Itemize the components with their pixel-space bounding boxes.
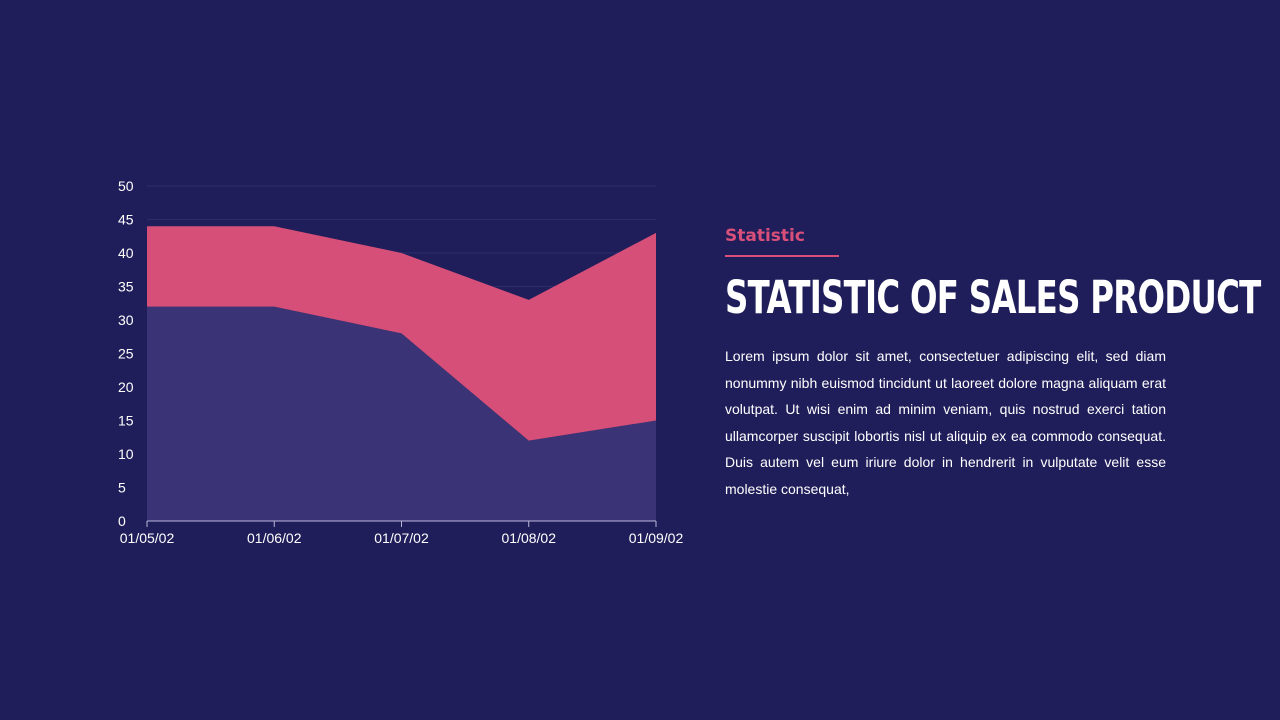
y-tick-label: 20 (118, 379, 134, 395)
x-tick-label: 01/06/02 (247, 530, 302, 546)
area-chart: 0 5 10 15 20 25 30 35 40 45 50 01/05/02 01/06/02 01/0… (118, 178, 684, 546)
y-tick-label: 5 (118, 480, 126, 496)
area-series-1 (147, 306, 656, 521)
x-tick-label: 01/05/02 (120, 530, 175, 546)
y-tick-label: 10 (118, 446, 134, 462)
y-tick-label: 25 (118, 346, 134, 362)
page-title: STATISTIC OF SALES PRODUCT (725, 271, 1261, 324)
y-tick-label: 35 (118, 279, 134, 295)
section-subtitle: Statistic (725, 222, 839, 257)
y-tick-label: 30 (118, 312, 134, 328)
text-panel: Statistic STATISTIC OF SALES PRODUCT Lor… (725, 222, 1261, 502)
x-tick-label: 01/07/02 (374, 530, 429, 546)
y-tick-label: 15 (118, 413, 134, 429)
y-tick-label: 0 (118, 513, 126, 529)
body-paragraph: Lorem ipsum dolor sit amet, consectetuer… (725, 348, 1166, 497)
x-tick-label: 01/09/02 (629, 530, 684, 546)
y-tick-label: 45 (118, 212, 134, 228)
x-tick-label: 01/08/02 (502, 530, 557, 546)
y-tick-label: 40 (118, 245, 134, 261)
y-tick-label: 50 (118, 178, 134, 194)
area-series-2 (147, 226, 656, 441)
